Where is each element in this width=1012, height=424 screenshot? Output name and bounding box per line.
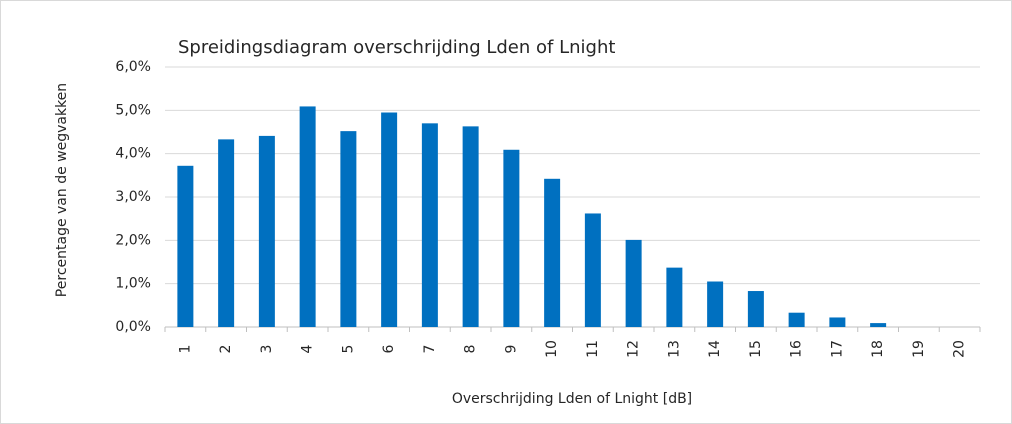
- x-tick-label: 3: [259, 345, 275, 354]
- bar: [829, 317, 846, 327]
- y-tick-label: 5,0%: [115, 102, 151, 118]
- bar: [299, 106, 316, 327]
- y-tick-label: 1,0%: [115, 276, 151, 292]
- bar: [462, 126, 479, 327]
- x-tick-label: 10: [544, 340, 560, 358]
- bar: [788, 312, 805, 327]
- x-tick-label: 9: [503, 345, 519, 354]
- bar: [177, 165, 194, 327]
- x-tick-label: 8: [463, 345, 479, 354]
- y-tick-label: 3,0%: [115, 189, 151, 205]
- x-tick-label: 2: [218, 345, 234, 354]
- bar: [870, 323, 887, 327]
- x-tick-label: 17: [829, 340, 845, 358]
- y-tick-label: 2,0%: [115, 232, 151, 248]
- x-tick-label: 13: [666, 340, 682, 358]
- x-tick-label: 18: [870, 340, 886, 358]
- bar: [666, 267, 683, 327]
- x-tick-label: 12: [626, 340, 642, 358]
- chart-title: Spreidingsdiagram overschrijding Lden of…: [178, 37, 615, 58]
- bar: [340, 131, 357, 327]
- bar: [258, 135, 275, 327]
- bar: [584, 213, 601, 327]
- bar: [707, 281, 724, 327]
- y-tick-label: 4,0%: [115, 146, 151, 162]
- bar: [421, 123, 438, 327]
- y-axis-label: Percentage van de wegvakken: [54, 83, 70, 297]
- bar: [544, 178, 561, 327]
- y-tick-label: 0,0%: [115, 319, 151, 335]
- y-tick-label: 6,0%: [115, 59, 151, 75]
- x-tick-label: 4: [300, 344, 316, 353]
- x-tick-label: 14: [707, 340, 723, 358]
- x-tick-label: 15: [748, 340, 764, 358]
- x-axis-label: Overschrijding Lden of Lnight [dB]: [452, 391, 692, 407]
- x-tick-label: 1: [177, 345, 193, 354]
- bar: [381, 112, 398, 327]
- x-tick-label: 7: [422, 345, 438, 354]
- x-tick-label: 11: [585, 340, 601, 358]
- bar: [218, 139, 235, 327]
- x-tick-label: 16: [789, 340, 805, 358]
- x-tick-label: 20: [952, 340, 968, 358]
- bar: [503, 149, 520, 327]
- x-tick-label: 5: [340, 345, 356, 354]
- bar: [747, 291, 764, 327]
- bar: [625, 239, 642, 327]
- x-tick-label: 6: [381, 344, 397, 353]
- x-tick-label: 19: [911, 340, 927, 358]
